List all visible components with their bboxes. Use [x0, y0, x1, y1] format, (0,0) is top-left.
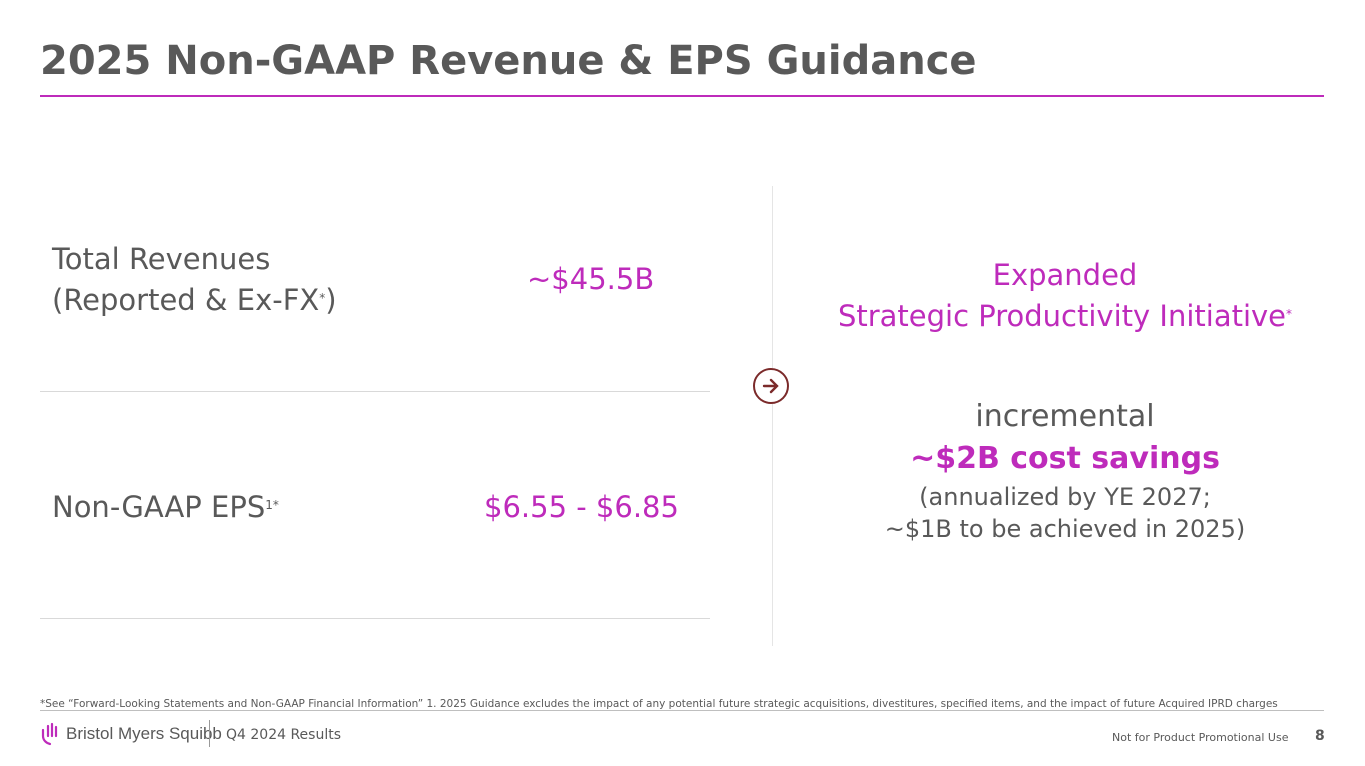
label-line: (Reported & Ex-FX*) — [52, 280, 337, 321]
eps-value: $6.55 - $6.85 — [484, 490, 679, 524]
footer-divider — [40, 710, 1324, 711]
row-divider — [40, 618, 710, 619]
footnote: *See “Forward-Looking Statements and Non… — [40, 698, 1278, 710]
footnote-mark: 1* — [265, 498, 279, 512]
footnote-mark: * — [319, 291, 326, 305]
footnote-mark: * — [1286, 307, 1293, 321]
presentation-name: Q4 2024 Results — [226, 727, 342, 743]
total-revenues-value: ~$45.5B — [527, 262, 655, 296]
company-logo: Bristol Myers Squibb — [40, 722, 222, 746]
savings-detail: ~$1B to be achieved in 2025) — [884, 515, 1246, 543]
savings-detail: (annualized by YE 2027; — [919, 483, 1211, 511]
row-divider — [40, 391, 710, 392]
heading-line: Expanded — [992, 258, 1138, 292]
disclaimer: Not for Product Promotional Use — [1112, 731, 1289, 744]
savings-intro: incremental — [975, 399, 1155, 434]
page-number: 8 — [1315, 728, 1325, 744]
page-title: 2025 Non-GAAP Revenue & EPS Guidance — [40, 38, 977, 84]
total-revenues-label: Total Revenues (Reported & Ex-FX*) — [52, 239, 337, 321]
label-text: Non-GAAP EPS — [52, 490, 266, 524]
title-divider — [40, 95, 1324, 97]
logo-text: Bristol Myers Squibb — [66, 724, 222, 743]
savings-block: incremental ~$2B cost savings (annualize… — [790, 397, 1340, 545]
initiative-heading: Expanded Strategic Productivity Initiati… — [790, 255, 1340, 337]
eps-label: Non-GAAP EPS1* — [52, 487, 279, 528]
label-line: Total Revenues — [52, 242, 271, 276]
vertical-divider — [772, 186, 773, 646]
label-text: (Reported & Ex-FX — [52, 283, 320, 317]
logo-mark-icon — [41, 722, 58, 746]
heading-text: Strategic Productivity Initiative — [837, 299, 1287, 333]
footer-separator — [209, 720, 210, 747]
savings-amount: ~$2B cost savings — [910, 441, 1220, 476]
heading-line: Strategic Productivity Initiative* — [790, 296, 1340, 337]
arrow-right-circle-icon — [753, 368, 789, 404]
label-text: ) — [325, 283, 337, 317]
